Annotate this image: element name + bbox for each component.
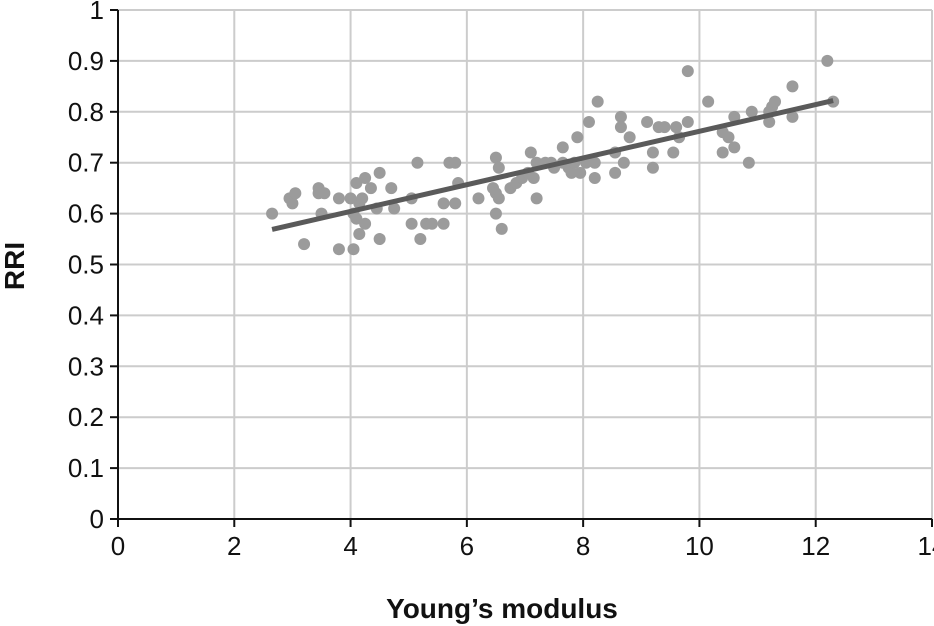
data-point: [344, 192, 357, 205]
y-tick-label: 0: [90, 504, 104, 534]
data-point: [646, 161, 659, 174]
data-point: [298, 238, 311, 251]
x-tick-label: 10: [685, 531, 714, 561]
data-point: [286, 197, 299, 210]
x-tick-label: 0: [111, 531, 125, 561]
trendline: [271, 98, 834, 232]
data-point: [524, 146, 537, 159]
data-point: [332, 192, 345, 205]
data-point: [582, 115, 595, 128]
data-point: [658, 121, 671, 134]
y-tick-label: 0.6: [68, 199, 104, 229]
y-tick-label: 0.3: [68, 351, 104, 381]
x-tick-label: 4: [343, 531, 357, 561]
data-point: [318, 187, 331, 200]
data-point: [350, 177, 363, 190]
data-point: [332, 243, 345, 256]
data-point: [492, 192, 505, 205]
data-point: [495, 222, 508, 235]
data-point: [289, 187, 302, 200]
y-tick-label: 0.7: [68, 148, 104, 178]
data-point: [716, 146, 729, 159]
data-point: [556, 141, 569, 154]
y-tick-label: 0.8: [68, 97, 104, 127]
data-point: [702, 95, 715, 108]
data-point: [359, 217, 372, 230]
data-point: [356, 192, 369, 205]
data-point: [769, 95, 782, 108]
data-point: [742, 156, 755, 169]
data-point: [681, 115, 694, 128]
data-point: [527, 171, 540, 184]
data-point: [786, 80, 799, 93]
data-point: [670, 121, 683, 134]
data-point: [728, 141, 741, 154]
data-point: [821, 54, 834, 67]
data-point: [745, 105, 758, 118]
data-point: [492, 161, 505, 174]
data-point: [588, 171, 601, 184]
y-tick-label: 0.5: [68, 250, 104, 280]
data-point: [667, 146, 680, 159]
y-tick-label: 0.9: [68, 46, 104, 76]
data-point: [425, 217, 438, 230]
x-axis-title: Young’s modulus: [386, 593, 618, 624]
data-point: [574, 166, 587, 179]
y-tick-label: 0.4: [68, 300, 104, 330]
data-point: [530, 192, 543, 205]
x-tick-label: 14: [918, 531, 934, 561]
x-tick-label: 6: [460, 531, 474, 561]
data-point: [646, 146, 659, 159]
data-point: [350, 212, 363, 225]
data-point: [385, 182, 398, 195]
data-point: [614, 110, 627, 123]
trendline-group: [271, 98, 834, 232]
data-point: [565, 166, 578, 179]
data-point: [588, 156, 601, 169]
data-point: [414, 233, 427, 246]
data-point: [489, 207, 502, 220]
data-point: [388, 202, 401, 215]
data-points: [266, 54, 840, 256]
y-axis-title: RRI: [0, 242, 30, 290]
data-point: [437, 197, 450, 210]
data-point: [373, 166, 386, 179]
y-tick-label: 0.1: [68, 453, 104, 483]
data-point: [571, 131, 584, 144]
data-point: [617, 156, 630, 169]
y-axis-ticks: 0 0.1 0.2 0.3 0.4 0.5 0.6 0.7 0.8 0.9 1: [68, 0, 118, 534]
data-point: [359, 171, 372, 184]
data-point: [472, 192, 485, 205]
data-point: [373, 233, 386, 246]
data-point: [591, 95, 604, 108]
data-point: [786, 110, 799, 123]
data-point: [623, 131, 636, 144]
data-point: [405, 217, 418, 230]
data-point: [364, 182, 377, 195]
data-point: [489, 151, 502, 164]
y-tick-label: 0.2: [68, 402, 104, 432]
x-axis-ticks: 0 2 4 6 8 10 12 14: [111, 519, 934, 561]
data-point: [353, 227, 366, 240]
data-point: [449, 197, 462, 210]
data-point: [641, 115, 654, 128]
x-tick-label: 12: [801, 531, 830, 561]
x-tick-label: 8: [576, 531, 590, 561]
data-point: [609, 166, 622, 179]
data-point: [722, 131, 735, 144]
data-point: [266, 207, 279, 220]
data-point: [449, 156, 462, 169]
data-point: [681, 65, 694, 78]
data-point: [728, 110, 741, 123]
data-point: [347, 243, 360, 256]
data-point: [411, 156, 424, 169]
data-point: [763, 115, 776, 128]
data-point: [437, 217, 450, 230]
y-tick-label: 1: [90, 0, 104, 25]
x-tick-label: 2: [227, 531, 241, 561]
grid-lines: [118, 9, 933, 519]
data-point: [614, 121, 627, 134]
